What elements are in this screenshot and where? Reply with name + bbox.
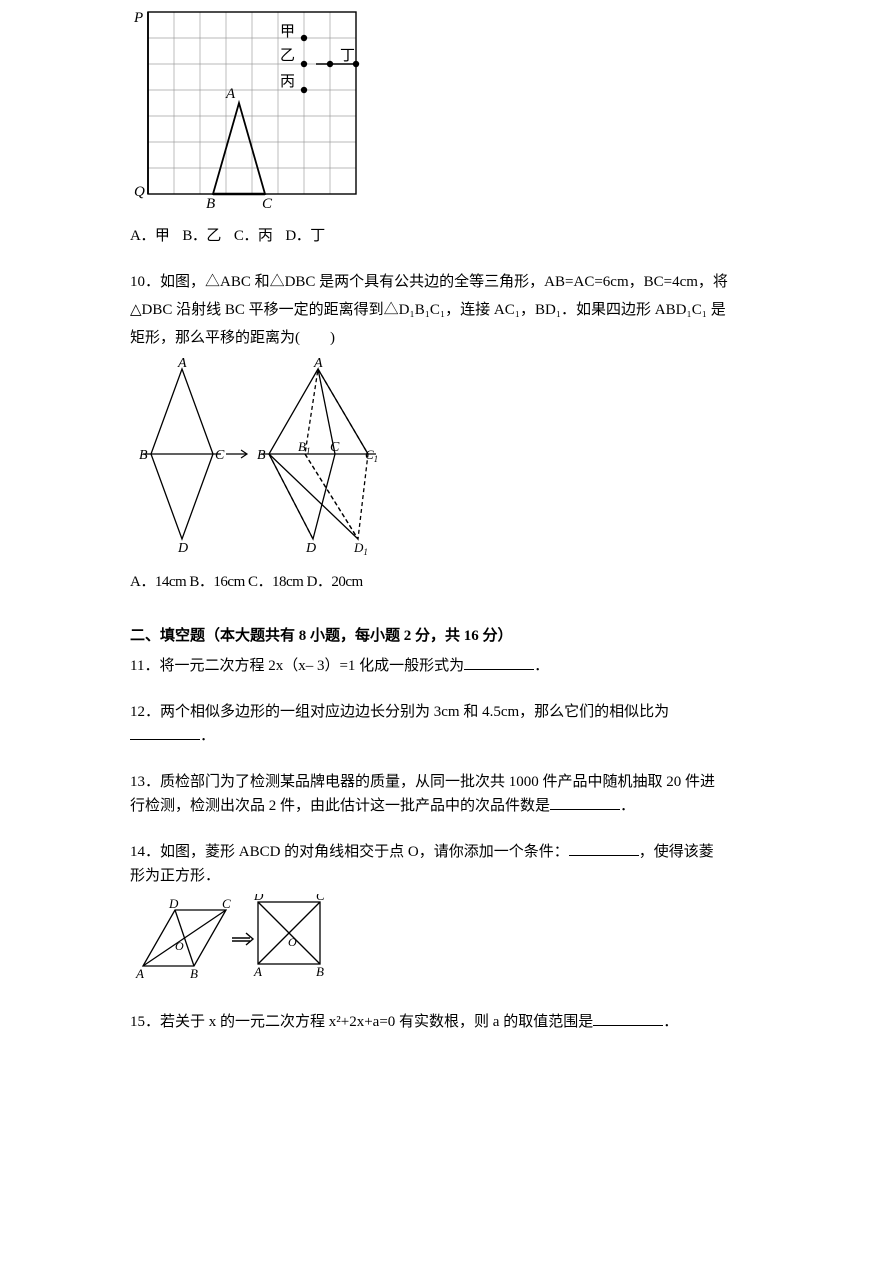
- svg-text:D: D: [168, 896, 179, 911]
- q13-text-1: 13．质检部门为了检测某品牌电器的质量，从同一批次共 1000 件产品中随机抽取…: [130, 770, 762, 794]
- svg-text:C: C: [222, 896, 231, 911]
- q9-opt-b: 乙: [206, 228, 221, 244]
- svg-text:丁: 丁: [340, 48, 355, 64]
- svg-text:O: O: [175, 939, 184, 953]
- svg-text:丙: 丙: [280, 74, 295, 90]
- q9-figure: P Q A B C 甲 乙 丙 丁: [130, 6, 762, 218]
- svg-text:D: D: [253, 894, 264, 903]
- q10-text-3: 矩形，那么平移的距离为( ): [130, 326, 762, 350]
- svg-text:A: A: [225, 86, 236, 102]
- q10: 10．如图，△ABC 和△DBC 是两个具有公共边的全等三角形，AB=AC=6c…: [130, 270, 762, 594]
- svg-text:乙: 乙: [280, 48, 295, 64]
- svg-text:B: B: [190, 966, 198, 980]
- q14: 14．如图，菱形 ABCD 的对角线相交于点 O，请你添加一个条件：，使得该菱 …: [130, 840, 762, 988]
- triangle-abc: [213, 103, 265, 194]
- q11: 11．将一元二次方程 2x（x– 3）=1 化成一般形式为．: [130, 654, 762, 678]
- q13: 13．质检部门为了检测某品牌电器的质量，从同一批次共 1000 件产品中随机抽取…: [130, 770, 762, 818]
- q10-text-1: 10．如图，△ABC 和△DBC 是两个具有公共边的全等三角形，AB=AC=6c…: [130, 270, 762, 294]
- svg-text:B: B: [206, 196, 215, 210]
- svg-text:D: D: [177, 541, 188, 556]
- q9-opt-c: 丙: [258, 228, 273, 244]
- q12: 12．两个相似多边形的一组对应边边长分别为 3cm 和 4.5cm，那么它们的相…: [130, 700, 762, 748]
- q10-options: A．14cm B．16cm C．18cm D．20cm: [130, 570, 762, 594]
- svg-text:B: B: [257, 448, 266, 463]
- q10-figure: A B C D A: [130, 356, 762, 564]
- svg-text:B: B: [316, 964, 324, 979]
- svg-text:O: O: [288, 935, 297, 949]
- section-2-header: 二、填空题（本大题共有 8 小题，每小题 2 分，共 16 分）: [130, 624, 762, 648]
- svg-text:C: C: [330, 440, 340, 455]
- q10-text-2: △DBC 沿射线 BC 平移一定的距离得到△D₁B₁C₁，连接 AC₁，BD₁．…: [130, 298, 762, 322]
- q12-text: 12．两个相似多边形的一组对应边边长分别为 3cm 和 4.5cm，那么它们的相…: [130, 700, 762, 724]
- q13-text-2: 行检测，检测出次品 2 件，由此估计这一批产品中的次品件数是: [130, 798, 550, 814]
- q15: 15．若关于 x 的一元二次方程 x²+2x+a=0 有实数根，则 a 的取值范…: [130, 1010, 762, 1034]
- svg-text:C: C: [215, 448, 225, 463]
- svg-text:C: C: [316, 894, 325, 903]
- q9-opt-a: 甲: [155, 228, 170, 244]
- svg-text:A: A: [253, 964, 262, 979]
- svg-text:D: D: [305, 541, 316, 556]
- svg-text:C1: C1: [365, 447, 378, 464]
- q9-opt-d: 丁: [310, 228, 325, 244]
- q15-text: 15．若关于 x 的一元二次方程 x²+2x+a=0 有实数根，则 a 的取值范…: [130, 1014, 593, 1030]
- q14-text-1e: ，使得该菱: [639, 844, 714, 860]
- q11-text: 11．将一元二次方程 2x（x– 3）=1 化成一般形式为: [130, 658, 464, 674]
- q14-figure: D C A B O D C A B O: [130, 894, 762, 988]
- svg-text:A: A: [135, 966, 144, 980]
- svg-text:B: B: [139, 448, 148, 463]
- svg-text:P: P: [133, 10, 143, 26]
- q14-text-2: 形为正方形．: [130, 864, 762, 888]
- q11-blank: [464, 654, 534, 670]
- q9-options: A．甲 B．乙 C．丙 D．丁: [130, 224, 762, 248]
- q15-blank: [593, 1010, 663, 1026]
- q12-blank: [130, 724, 200, 740]
- svg-text:D1: D1: [353, 540, 368, 556]
- svg-text:A: A: [177, 356, 187, 371]
- q13-blank: [550, 794, 620, 810]
- q14-blank: [569, 840, 639, 856]
- svg-text:甲: 甲: [280, 24, 295, 40]
- svg-text:C: C: [262, 196, 273, 210]
- q14-text-1: 14．如图，菱形 ABCD 的对角线相交于点 O，请你添加一个条件：: [130, 844, 569, 860]
- svg-text:A: A: [313, 356, 323, 371]
- svg-text:Q: Q: [134, 184, 145, 200]
- grid: [148, 12, 356, 194]
- svg-text:B1: B1: [298, 439, 310, 456]
